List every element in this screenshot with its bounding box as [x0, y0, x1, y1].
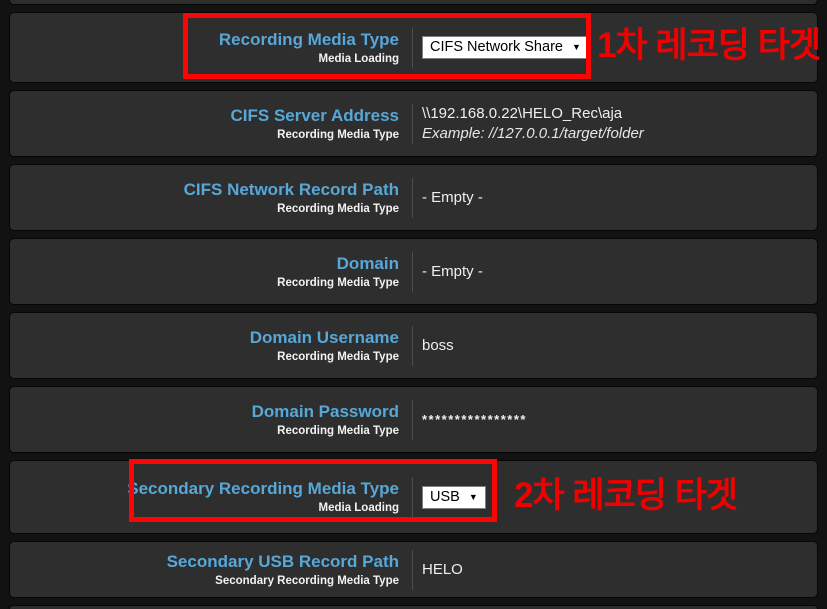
cifs-server-address-example: Example: //127.0.0.1/target/folder [422, 124, 644, 142]
setting-label: Domain Password [251, 401, 399, 421]
setting-label-group: Recording Media Type Media Loading [10, 30, 399, 66]
setting-row-domain: Domain Recording Media Type - Empty - [9, 238, 818, 305]
setting-label-group: CIFS Network Record Path Recording Media… [10, 180, 399, 216]
setting-label: CIFS Network Record Path [183, 179, 399, 199]
dropdown-arrow-icon: ▼ [571, 42, 581, 52]
secondary-target-annotation: 2차 레코딩 타겟 [514, 476, 738, 515]
setting-sublabel: Secondary Recording Media Type [215, 574, 399, 587]
setting-label-group: Secondary Recording Media Type Media Loa… [10, 479, 399, 515]
setting-value-cell: HELO [412, 549, 463, 590]
setting-value-cell: **************** [412, 399, 527, 440]
setting-label: Secondary USB Record Path [166, 551, 399, 571]
setting-label-group: Domain Recording Media Type [10, 254, 399, 290]
setting-row-cifs-network-record-path: CIFS Network Record Path Recording Media… [9, 164, 818, 231]
setting-sublabel: Media Loading [318, 502, 400, 514]
setting-value-cell: USB ▼ [412, 477, 486, 517]
setting-sublabel: Recording Media Type [277, 202, 399, 215]
partial-row-above [9, 0, 818, 5]
setting-row-domain-username: Domain Username Recording Media Type bos… [9, 312, 818, 379]
setting-value-cell: \\192.168.0.22\HELO_Rec\aja Example: //1… [412, 103, 644, 144]
setting-sublabel: Recording Media Type [277, 128, 399, 141]
setting-label: Secondary Recording Media Type [127, 479, 399, 498]
cifs-network-record-path-value[interactable]: - Empty - [422, 188, 483, 206]
setting-row-cifs-server-address: CIFS Server Address Recording Media Type… [9, 90, 818, 157]
dropdown-arrow-icon: ▼ [468, 491, 478, 502]
cifs-server-address-value[interactable]: \\192.168.0.22\HELO_Rec\aja [422, 104, 623, 122]
recording-media-type-select[interactable]: CIFS Network Share ▼ [422, 36, 589, 59]
secondary-recording-media-type-select[interactable]: USB ▼ [422, 485, 486, 509]
domain-password-value[interactable]: **************** [422, 411, 527, 427]
setting-value-cell: CIFS Network Share ▼ [412, 27, 589, 68]
setting-label: Domain [336, 253, 399, 273]
setting-label: Recording Media Type [218, 29, 399, 49]
setting-label: CIFS Server Address [230, 105, 400, 125]
setting-label-group: Domain Password Recording Media Type [10, 402, 399, 438]
domain-value[interactable]: - Empty - [422, 262, 483, 280]
setting-value-cell: boss [412, 325, 454, 366]
setting-label: Domain Username [249, 327, 399, 347]
setting-sublabel: Recording Media Type [277, 276, 399, 289]
setting-label-group: CIFS Server Address Recording Media Type [10, 105, 400, 142]
setting-row-domain-password: Domain Password Recording Media Type ***… [9, 386, 818, 453]
setting-value-cell: - Empty - [412, 251, 483, 292]
secondary-usb-record-path-value[interactable]: HELO [422, 560, 463, 578]
partial-row-below [9, 605, 818, 609]
select-selected-value: USB [430, 488, 460, 505]
setting-value-cell: - Empty - [412, 177, 483, 218]
setting-sublabel: Recording Media Type [277, 424, 399, 437]
setting-row-recording-media-type: Recording Media Type Media Loading CIFS … [9, 12, 818, 83]
setting-sublabel: Recording Media Type [277, 350, 399, 363]
primary-target-annotation: 1차 레코딩 타겟 [597, 26, 821, 65]
domain-username-value[interactable]: boss [422, 336, 454, 354]
setting-sublabel: Media Loading [318, 52, 400, 65]
select-selected-value: CIFS Network Share [430, 39, 563, 55]
setting-label-group: Domain Username Recording Media Type [10, 328, 399, 364]
setting-row-secondary-usb-record-path: Secondary USB Record Path Secondary Reco… [9, 541, 818, 598]
setting-label-group: Secondary USB Record Path Secondary Reco… [10, 552, 399, 588]
